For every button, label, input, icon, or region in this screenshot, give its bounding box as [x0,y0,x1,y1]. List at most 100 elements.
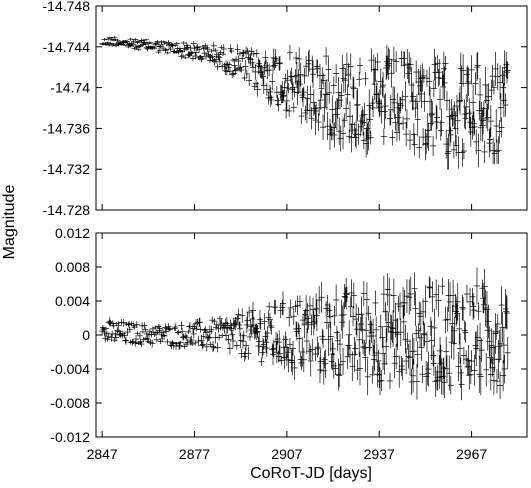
data-point [362,342,369,373]
data-point [116,329,123,334]
data-point [459,138,466,167]
data-point [397,318,404,347]
data-point [478,338,485,362]
data-point [483,353,490,387]
data-point [216,334,223,341]
data-point [477,322,484,359]
data-point [483,109,490,129]
data-point [132,340,139,347]
data-point [463,94,470,120]
data-point [446,355,453,391]
data-point [256,59,263,74]
data-point [243,69,250,79]
data-point [487,358,494,391]
data-point [254,324,261,338]
data-point [425,351,432,387]
data-point [306,49,313,73]
data-point [192,52,199,60]
data-point [390,278,397,313]
data-point [190,329,197,339]
data-point [437,120,444,141]
data-point [426,276,433,298]
data-point [246,332,253,341]
data-point [433,104,440,140]
data-point [440,358,447,396]
data-point [378,369,385,392]
data-point [411,133,418,156]
data-point [497,372,504,399]
data-point [227,44,234,53]
data-point [336,363,343,388]
data-point [460,54,467,87]
data-point [379,77,386,97]
data-point [460,297,467,321]
data-point [421,91,428,112]
data-point [185,329,192,335]
data-point [196,46,203,53]
data-point [430,344,437,367]
data-point [386,277,393,313]
data-point [477,77,484,112]
data-point [313,300,320,332]
data-point [326,82,333,104]
data-point [416,136,423,159]
data-point [352,128,359,147]
data-point [401,52,408,79]
data-point [276,56,283,71]
data-point [159,46,166,50]
data-point [164,51,171,55]
data-point [413,94,420,109]
data-point [208,325,215,334]
data-point [391,348,398,379]
data-point [497,93,504,122]
data-point [156,44,163,49]
data-point [260,68,267,85]
data-point [480,107,487,135]
data-point [132,37,139,42]
data-point [188,335,195,345]
data-point [106,317,113,327]
data-point [223,67,230,76]
data-point [406,279,413,315]
data-point [382,93,389,119]
data-point [113,321,120,326]
data-point [205,335,212,341]
data-point [106,36,113,40]
data-point [330,76,337,95]
data-point [464,357,471,376]
data-point [477,358,484,396]
data-point [456,92,463,111]
data-point [504,336,511,369]
data-point [164,338,171,345]
data-point [229,71,236,78]
data-point [209,341,216,353]
data-point [322,81,329,108]
data-point [296,295,303,309]
data-point [236,51,243,57]
data-point [333,284,340,316]
y-tick-label: -14.728 [43,202,91,218]
data-point [212,331,219,344]
data-point [375,92,382,112]
data-point [385,47,392,81]
data-point [267,320,274,331]
y-tick-label: -0.008 [50,395,90,411]
data-point [286,45,293,61]
data-point [498,285,505,325]
data-point [500,326,507,364]
data-point [269,73,276,90]
data-point [374,52,381,71]
data-point [407,130,414,150]
data-point [376,98,383,116]
data-point [426,67,433,96]
data-point [266,84,273,100]
y-tick-label: 0.004 [55,293,90,309]
data-point [269,343,276,356]
data-point [133,335,140,344]
data-point [350,282,357,309]
data-point [441,66,448,100]
data-point [493,324,500,340]
data-point [442,55,449,71]
data-point [364,123,371,155]
